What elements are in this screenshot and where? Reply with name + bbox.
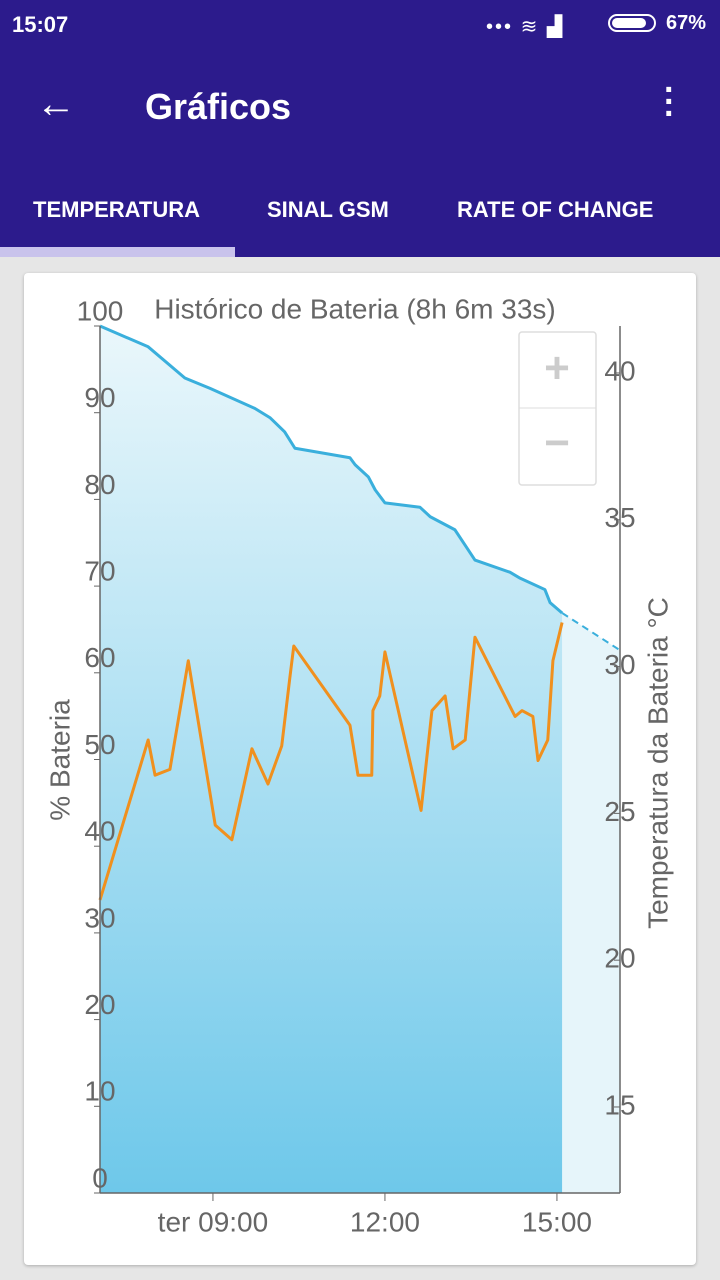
status-icons: ••• ≋ ▟ [486, 16, 565, 38]
y-tick-label: 30 [84, 902, 115, 933]
projection-area [562, 612, 620, 1193]
zoom-in[interactable]: + [544, 344, 570, 393]
y-tick-label: 70 [84, 555, 115, 586]
status-battery: 67% [666, 12, 707, 34]
y-tick-label: 60 [84, 642, 115, 673]
app-title: Gráficos [145, 86, 292, 127]
y-tick-label: 100 [77, 295, 124, 326]
y-tick-label: 0 [92, 1162, 108, 1193]
tab[interactable]: RATE OF CHANGE [457, 197, 654, 222]
y-tick-label: 20 [84, 989, 115, 1020]
menu-button[interactable]: · · · [664, 71, 676, 133]
battery-icon [608, 14, 656, 32]
battery-area [100, 326, 563, 1193]
y2-tick-label: 15 [604, 1089, 635, 1120]
status-time: 15:07 [12, 12, 69, 37]
back-button[interactable]: ← [36, 82, 76, 126]
chart-title: Histórico de Bateria (8h 6m 33s) [154, 293, 556, 324]
zoom-out[interactable]: − [544, 419, 570, 468]
y2-tick-label: 30 [604, 649, 635, 680]
app-header: 15:07 ••• ≋ ▟ 67% ← Gráficos · · · TEMPERA… [0, 0, 720, 257]
y-tick-label: 40 [84, 816, 115, 847]
tab[interactable]: TEMPERATURA [33, 197, 201, 222]
x-tick-label: 15:00 [522, 1206, 592, 1237]
y2-axis-label: Temperatura da Bateria °C [642, 597, 673, 929]
y-axis-label: % Bateria [44, 699, 75, 821]
tab-indicator [0, 247, 235, 257]
y2-tick-label: 40 [604, 355, 635, 386]
y-tick-label: 90 [84, 382, 115, 413]
series-line [98, 622, 564, 901]
x-tick-label: ter 09:00 [158, 1206, 269, 1237]
y2-tick-label: 20 [604, 943, 635, 974]
y2-tick-label: 35 [604, 502, 635, 533]
y-tick-label: 80 [84, 469, 115, 500]
y-tick-label: 50 [84, 729, 115, 760]
y2-tick-label: 25 [604, 796, 635, 827]
y-tick-label: 10 [84, 1076, 115, 1107]
tab[interactable]: SINAL GSM [267, 197, 389, 222]
series-line [99, 324, 564, 615]
x-tick-label: 12:00 [350, 1206, 420, 1237]
